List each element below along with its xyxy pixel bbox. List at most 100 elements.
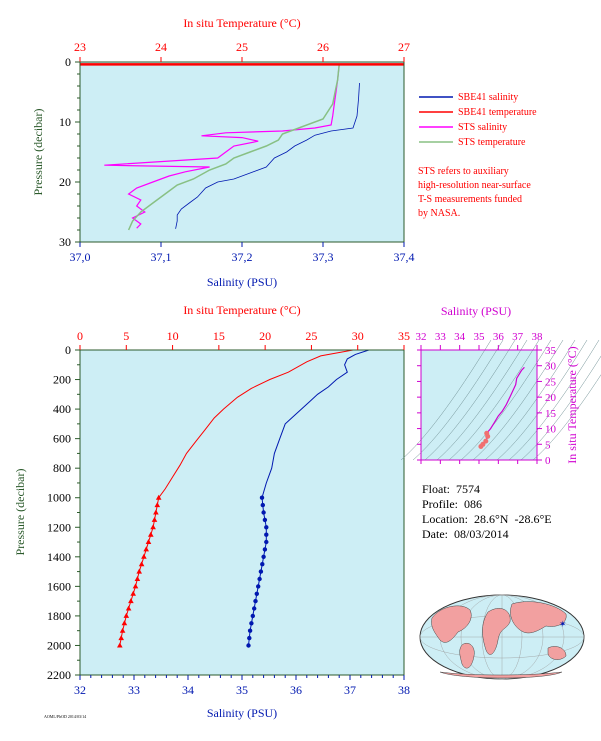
temperature-marker — [141, 553, 147, 559]
temperature-marker — [132, 583, 139, 589]
temperature-marker — [130, 590, 136, 596]
top-series-line-sts-salinity — [104, 64, 340, 229]
ts-density-contour — [520, 355, 601, 461]
bottom-pressure-tick-label: 0 — [65, 343, 71, 357]
top-temperature-tick-label: 26 — [317, 40, 329, 54]
bottom-pressure-axis-title: Pressure (decibar) — [13, 469, 27, 556]
ts-temperature-tick-label: 0 — [545, 455, 551, 467]
salinity-marker — [264, 532, 269, 537]
salinity-marker — [247, 628, 253, 633]
sts-note-line: by NASA. — [418, 208, 460, 219]
salinity-marker — [262, 517, 268, 523]
bottom-temperature-tick-label: 30 — [352, 329, 364, 343]
ts-salinity-tick-label: 36 — [493, 331, 505, 343]
salinity-marker — [260, 562, 265, 567]
temperature-marker — [148, 531, 154, 537]
sts-note-line: STS refers to auxiliary — [418, 166, 509, 177]
bottom-pressure-tick-label: 1400 — [47, 550, 71, 564]
bottom-pressure-tick-label: 2000 — [47, 638, 71, 652]
top-temperature-tick-label: 27 — [398, 40, 410, 54]
bottom-pressure-tick-label: 1200 — [47, 520, 71, 534]
top-pressure-axis-title: Pressure (decibar) — [31, 109, 45, 196]
sts-note: STS refers to auxiliary high-resolution n… — [418, 166, 531, 219]
legend-label: STS temperature — [458, 137, 526, 148]
bottom-pressure-tick-label: 800 — [53, 461, 71, 475]
top-pressure-axis: 0 10 20 30 — [59, 55, 80, 249]
salinity-marker — [262, 547, 268, 552]
temperature-marker — [138, 561, 145, 567]
top-salinity-tick-label: 37,1 — [151, 250, 172, 264]
ts-salinity-tick-label: 34 — [454, 331, 466, 343]
top-salinity-axis: 37,0 37,1 37,2 37,3 37,4 — [70, 242, 415, 264]
bottom-salinity-tick-label: 34 — [182, 683, 194, 697]
salinity-marker — [249, 621, 254, 626]
top-plot-area — [80, 62, 404, 242]
ts-series-group — [478, 366, 525, 449]
sts-note-line: high-resolution near-surface — [418, 180, 531, 191]
salinity-marker — [264, 539, 269, 545]
bottom-temperature-tick-label: 25 — [305, 329, 317, 343]
top-temperature-tick-label: 24 — [155, 40, 167, 54]
top-temperature-tick-label: 25 — [236, 40, 248, 54]
temperature-marker — [155, 494, 162, 500]
top-temperature-axis: 23 24 25 26 27 — [74, 40, 410, 62]
top-profile-chart: 37,0 37,1 37,2 37,3 37,4 23 24 25 26 27 0102030 … — [31, 16, 415, 289]
bottom-series-group — [117, 349, 370, 648]
bottom-temperature-tick-label: 20 — [259, 329, 271, 343]
ts-salinity-axis-title: Salinity (PSU) — [441, 304, 511, 318]
temperature-marker — [119, 627, 126, 633]
bottom-pressure-tick-label: 1000 — [47, 491, 71, 505]
temperature-marker — [118, 635, 124, 641]
bottom-pressure-tick-label: 200 — [53, 373, 71, 387]
ts-salinity-tick-label: 35 — [474, 331, 486, 343]
float-location: Location: 28.6°N -28.6°E — [422, 512, 552, 526]
top-pressure-tick-label: 30 — [59, 235, 71, 249]
salinity-marker — [261, 554, 266, 559]
bottom-temperature-axis-title: In situ Temperature (°C) — [183, 303, 300, 317]
bottom-salinity-tick-label: 33 — [128, 683, 140, 697]
salinity-marker — [260, 502, 265, 508]
temperature-marker — [136, 568, 142, 574]
bottom-pressure-tick-label: 600 — [53, 432, 71, 446]
bottom-salinity-axis-title: Salinity (PSU) — [207, 706, 277, 720]
temperature-marker — [145, 539, 152, 544]
salinity-marker — [257, 576, 262, 582]
ts-density-contour — [400, 339, 492, 461]
bottom-series-line-temperature — [119, 349, 354, 646]
sts-note-line: T-S measurements funded — [418, 194, 522, 205]
temperature-marker — [143, 546, 149, 552]
salinity-marker — [253, 598, 258, 604]
ts-salinity-tick-label: 38 — [532, 331, 544, 343]
ts-density-contour — [484, 339, 576, 461]
bottom-salinity-tick-label: 32 — [74, 683, 86, 697]
footer-tiny-text: AOML/PhOD 2014/03/14 — [44, 714, 86, 719]
ts-salinity-tick-label: 32 — [416, 331, 427, 343]
bottom-temperature-axis: 0 5 10 15 20 25 30 35 — [77, 329, 410, 350]
bottom-salinity-tick-label: 37 — [344, 683, 356, 697]
ts-deep-marker — [484, 430, 490, 436]
top-series-group — [80, 63, 404, 231]
temperature-marker — [121, 620, 128, 626]
legend-label: STS salinity — [458, 122, 507, 133]
legend-label: SBE41 temperature — [458, 107, 537, 118]
top-legend: SBE41 salinity SBE41 temperature STS salin… — [419, 92, 537, 148]
temperature-marker — [123, 612, 130, 618]
ts-density-contour — [436, 339, 528, 461]
ts-salinity-tick-label: 33 — [435, 331, 447, 343]
bottom-salinity-axis: 32 33 34 35 36 37 38 — [74, 675, 410, 697]
salinity-marker — [256, 584, 261, 589]
bottom-plot-area — [80, 350, 404, 675]
ts-temperature-tick-label: 25 — [545, 376, 557, 388]
bottom-temperature-tick-label: 0 — [77, 329, 83, 343]
top-series-line-sbe41-salinity — [175, 82, 360, 229]
salinity-marker — [259, 495, 265, 500]
temperature-marker — [117, 642, 123, 648]
bottom-temperature-tick-label: 35 — [398, 329, 410, 343]
ts-temperature-tick-label: 20 — [545, 392, 557, 404]
top-temperature-axis-title: In situ Temperature (°C) — [183, 16, 300, 30]
bottom-pressure-tick-label: 1600 — [47, 579, 71, 593]
temperature-marker — [125, 605, 132, 611]
bottom-pressure-tick-label: 400 — [53, 402, 71, 416]
